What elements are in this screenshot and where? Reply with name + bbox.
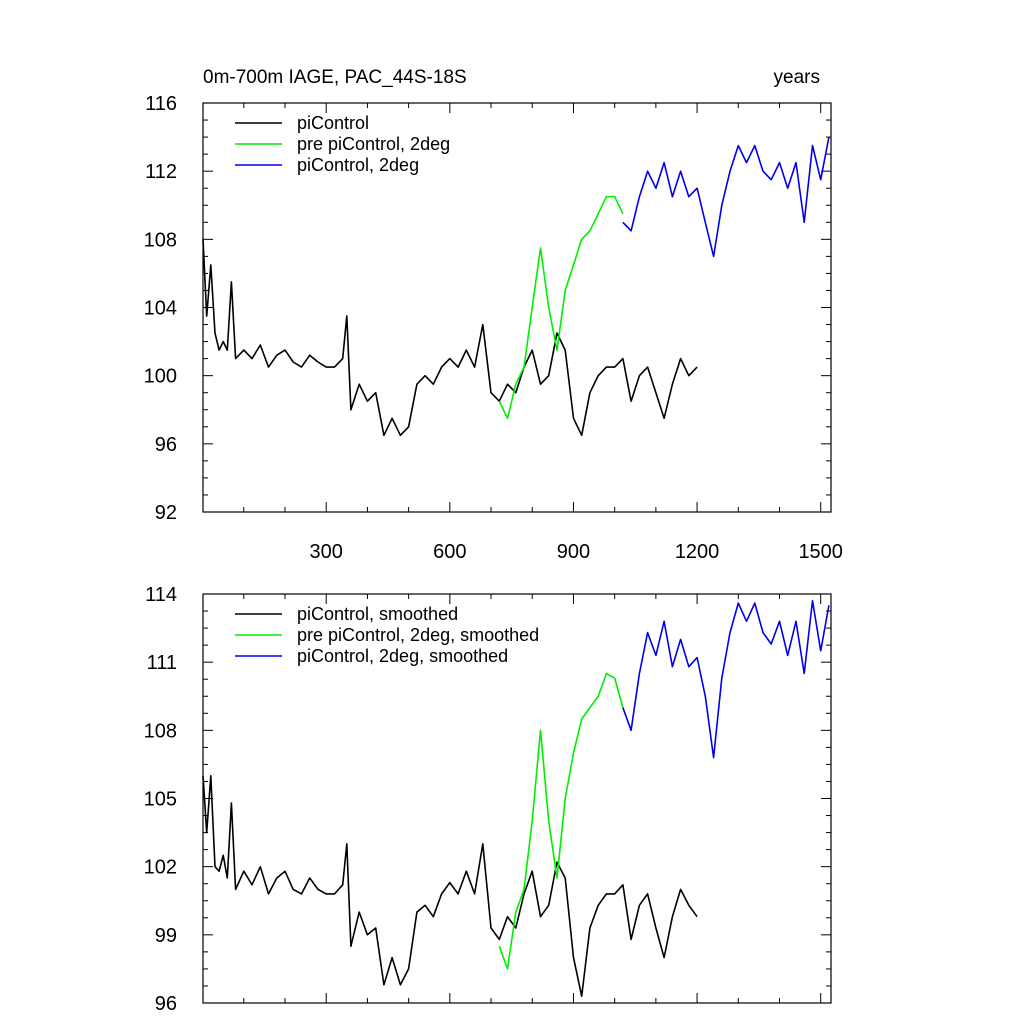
series-line-picontrol-2deg xyxy=(622,136,830,258)
legend-label: pre piControl, 2deg, smoothed xyxy=(297,625,539,645)
series-line-pre-picontrol-2deg xyxy=(498,195,624,420)
y-tick-label: 104 xyxy=(144,298,177,320)
x-tick-label: 900 xyxy=(557,541,590,563)
series-line-pre-picontrol-2deg-smoothed xyxy=(498,672,624,970)
series-line-picontrol-smoothed xyxy=(202,774,698,998)
x-tick-label: 600 xyxy=(433,541,466,563)
legend-label: pre piControl, 2deg xyxy=(297,134,450,154)
y-tick-label: 111 xyxy=(147,652,177,674)
top-panel: 0m-700m IAGE, PAC_44S-18S years 92 96 100 1… xyxy=(144,67,843,563)
y-tick-label: 112 xyxy=(145,161,177,183)
series-line-picontrol xyxy=(202,239,698,437)
y-tick-label: 108 xyxy=(144,229,177,251)
y-tick-label: 100 xyxy=(144,366,177,388)
legend-label: piControl, smoothed xyxy=(297,604,458,624)
y-tick-label: 96 xyxy=(155,993,177,1015)
y-tick-label: 105 xyxy=(144,789,177,811)
series-line-picontrol-2deg-smoothed xyxy=(622,599,830,759)
legend-label: piControl xyxy=(297,113,369,133)
y-tick-label: 102 xyxy=(144,857,177,879)
x-tick-label: 1200 xyxy=(675,541,720,563)
bottom-panel: 96 99 102 105 108 111 114 piControl, smoothedpr… xyxy=(144,584,832,1015)
top-chart-title: 0m-700m IAGE, PAC_44S-18S xyxy=(203,67,467,88)
y-tick-label: 99 xyxy=(155,925,177,947)
y-tick-label: 96 xyxy=(155,434,177,456)
y-tick-label: 108 xyxy=(144,720,177,742)
y-tick-label: 114 xyxy=(145,584,177,606)
y-tick-label: 92 xyxy=(155,502,177,524)
legend-label: piControl, 2deg, smoothed xyxy=(297,646,508,666)
legend-label: piControl, 2deg xyxy=(297,155,419,175)
top-chart-units: years xyxy=(774,67,820,88)
y-tick-label: 116 xyxy=(145,93,177,115)
x-tick-label: 300 xyxy=(310,541,343,563)
x-tick-label: 1500 xyxy=(798,541,843,563)
